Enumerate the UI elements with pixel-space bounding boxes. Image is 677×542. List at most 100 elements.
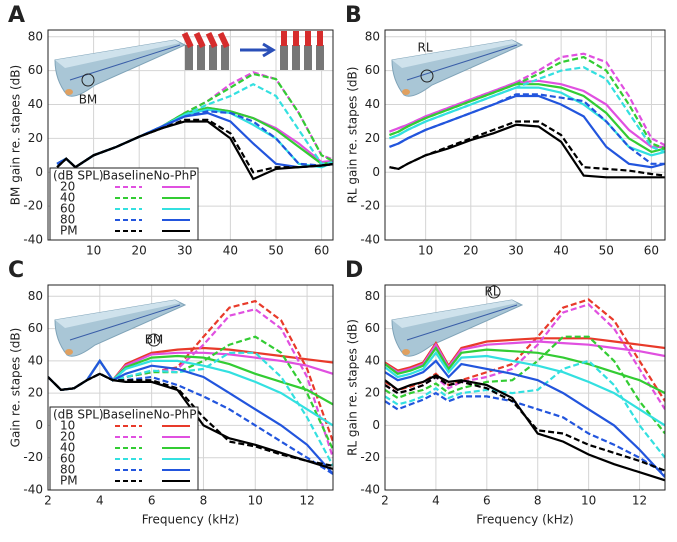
cochlea-base	[65, 89, 73, 95]
legend-label: PM	[60, 474, 78, 488]
cochlea-line	[69, 304, 181, 341]
y-tick-label: 20	[28, 386, 43, 400]
cochlea-illustration	[54, 39, 187, 97]
y-tick-label: -20	[360, 450, 380, 464]
x-tick-label: 50	[599, 244, 614, 258]
frame	[384, 29, 666, 241]
baseline-line	[385, 335, 665, 435]
x-tick-label: 60	[644, 244, 659, 258]
legend-label: 80	[60, 463, 75, 477]
measure-spot	[147, 333, 161, 347]
y-tick-label: -40	[23, 233, 43, 247]
bundle-body	[197, 45, 205, 70]
legend-label: 60	[60, 452, 75, 466]
legend-header: (dB SPL)	[53, 169, 104, 183]
cochlea-line	[406, 44, 518, 81]
baseline-line	[389, 120, 665, 177]
x-tick-label: 8	[200, 494, 208, 508]
x-tick-label: 10	[86, 244, 101, 258]
panel-label: A	[8, 3, 25, 28]
cochlea-top	[392, 40, 517, 68]
legend-label: 60	[60, 202, 75, 216]
bundle-tip	[281, 31, 287, 46]
legend-header: No-PhP	[154, 408, 197, 422]
cochlea-base	[402, 89, 410, 95]
bundle-body	[292, 45, 300, 70]
legend-label: 40	[60, 441, 75, 455]
y-tick-label: 0	[372, 165, 380, 179]
x-tick-label: 10	[418, 244, 433, 258]
no-php-line	[389, 79, 665, 148]
x-tick-label: 6	[483, 494, 491, 508]
y-tick-label: 60	[365, 63, 380, 77]
annotation: BM	[145, 333, 164, 347]
baseline-line	[389, 93, 665, 165]
y-tick-label: 20	[28, 131, 43, 145]
y-tick-label: 40	[365, 353, 380, 367]
y-tick-label: 80	[365, 29, 380, 43]
y-tick-label: 80	[365, 289, 380, 303]
arrow	[240, 42, 276, 58]
legend-header: (dB SPL)	[53, 408, 104, 422]
no-php-line	[385, 337, 665, 372]
measure-spot	[81, 73, 95, 87]
no-php-line	[389, 83, 665, 154]
legend-label: 20	[60, 430, 75, 444]
legend-label: 20	[60, 180, 75, 194]
x-axis-label: Frequency (kHz)	[476, 513, 573, 527]
x-tick-label: 2	[44, 494, 52, 508]
legend-header: No-PhP	[154, 169, 197, 183]
x-tick-label: 30	[508, 244, 523, 258]
no-php-line	[48, 372, 333, 471]
bundle-tip	[293, 31, 299, 46]
y-tick-label: 20	[365, 386, 380, 400]
cochlea-illustration	[54, 299, 187, 357]
x-tick-label: 60	[314, 244, 329, 258]
measure-spot	[420, 69, 434, 83]
no-php-line	[385, 374, 665, 482]
bundle-tip	[317, 31, 323, 46]
y-tick-label: -20	[360, 199, 380, 213]
no-php-line	[385, 350, 665, 427]
x-tick-label: 4	[96, 494, 104, 508]
y-tick-label: 60	[365, 321, 380, 335]
y-axis-label: RL gain re. stapes (dB)	[346, 319, 360, 456]
cochlea-illustration	[391, 39, 524, 97]
panel-label: D	[345, 258, 363, 283]
legend-label: 40	[60, 191, 75, 205]
cochlea-top	[55, 40, 180, 68]
x-tick-label: 12	[299, 494, 314, 508]
legend-label: PM	[60, 224, 78, 238]
x-tick-label: 4	[432, 494, 440, 508]
y-tick-label: 60	[28, 321, 43, 335]
y-axis-label: RL gain re. stapes (dB)	[346, 67, 360, 204]
y-tick-label: 60	[28, 63, 43, 77]
cochlea-top	[55, 300, 180, 328]
x-tick-label: 10	[581, 494, 596, 508]
y-tick-label: 40	[28, 97, 43, 111]
no-php-line	[385, 359, 665, 478]
y-tick-label: -20	[23, 199, 43, 213]
y-tick-label: 0	[35, 418, 43, 432]
y-tick-label: -40	[23, 483, 43, 497]
x-axis-label: Frequency (kHz)	[142, 513, 239, 527]
y-tick-label: 0	[372, 418, 380, 432]
x-tick-label: 50	[268, 244, 283, 258]
x-tick-label: 20	[132, 244, 147, 258]
bundle-tip	[217, 31, 230, 49]
legend-header: Baseline	[103, 169, 154, 183]
x-tick-label: 6	[148, 494, 156, 508]
x-tick-label: 2	[381, 494, 389, 508]
panel-label: C	[8, 258, 24, 283]
x-tick-label: 8	[534, 494, 542, 508]
y-axis-label: BM gain re. stapes (dB)	[9, 65, 23, 205]
y-tick-label: -40	[360, 233, 380, 247]
legend-label: 80	[60, 213, 75, 227]
y-tick-label: 80	[28, 29, 43, 43]
bundle-tip	[181, 31, 194, 49]
panel-label: B	[345, 3, 362, 28]
hair-bundles	[181, 31, 324, 70]
cochlea-base	[65, 349, 73, 355]
bundle-body	[185, 45, 193, 70]
